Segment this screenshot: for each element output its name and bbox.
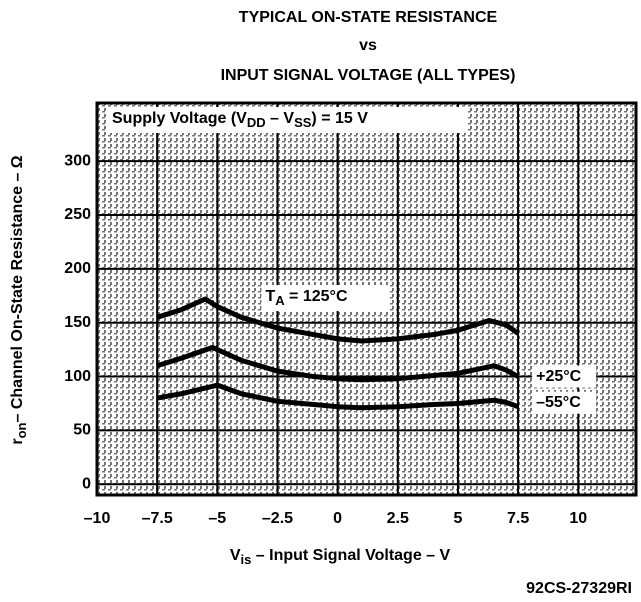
x-tick-label: –7.5 <box>142 510 173 527</box>
supply-label: Supply Voltage (VDD – VSS) = 15 V <box>112 110 368 130</box>
x-tick-label: 7.5 <box>507 510 529 527</box>
x-tick-label: 5 <box>453 510 462 527</box>
x-axis-label: Vis – Input Signal Voltage – V <box>230 547 451 567</box>
x-tick-label: –10 <box>84 510 111 527</box>
x-tick-label: 2.5 <box>387 510 409 527</box>
y-tick-label: 250 <box>64 206 91 223</box>
label-bg <box>108 107 466 133</box>
series-label: –55°C <box>536 394 581 411</box>
series-line <box>156 344 520 383</box>
figure-code: 92CS-27329RI <box>526 580 632 597</box>
y-tick-label: 150 <box>64 314 91 331</box>
title-line: vs <box>359 37 377 54</box>
x-tick-label: –5 <box>208 510 226 527</box>
series-line <box>156 382 519 411</box>
x-tick-label: 10 <box>569 510 587 527</box>
label-bg <box>532 365 597 388</box>
series-label: TA = 125°C <box>265 288 348 308</box>
y-tick-label: 200 <box>64 260 91 277</box>
y-axis-label: ron– Channel On-State Resistance – Ω <box>9 155 29 444</box>
y-tick-label: 100 <box>64 368 91 385</box>
y-tick-label: 300 <box>64 152 91 169</box>
series-line <box>156 296 520 344</box>
title-line: TYPICAL ON-STATE RESISTANCE <box>239 9 498 26</box>
label-bg <box>261 285 390 311</box>
x-tick-label: –2.5 <box>262 510 293 527</box>
y-tick-label: 50 <box>73 422 91 439</box>
plot-frame <box>95 101 638 497</box>
y-tick-label: 0 <box>82 475 91 492</box>
series-label: +25°C <box>536 368 582 385</box>
x-tick-label: 0 <box>333 510 342 527</box>
label-bg <box>532 391 597 414</box>
title-line: INPUT SIGNAL VOLTAGE (ALL TYPES) <box>221 67 516 84</box>
